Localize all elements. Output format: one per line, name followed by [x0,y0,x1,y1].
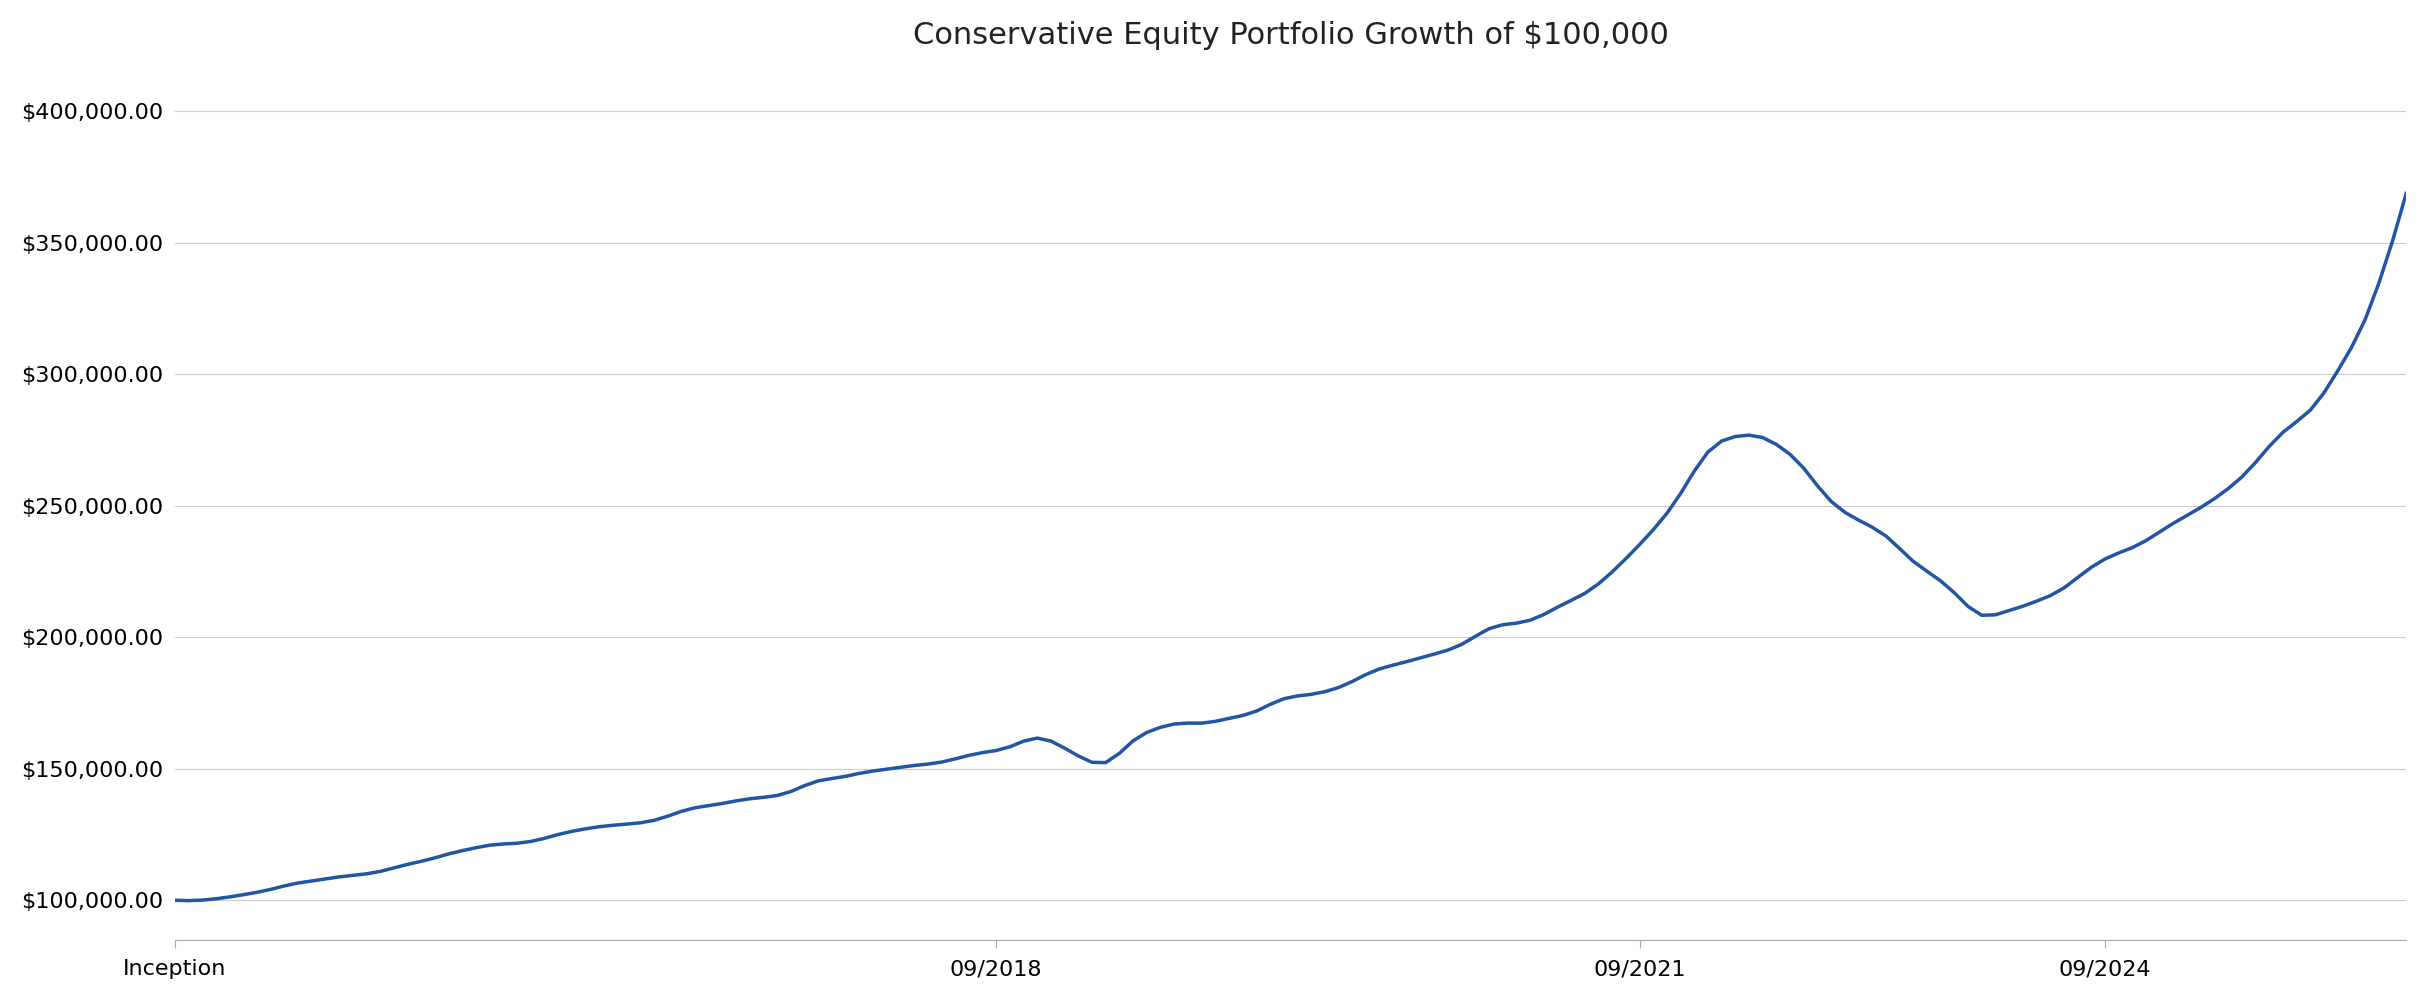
Title: Conservative Equity Portfolio Growth of $100,000: Conservative Equity Portfolio Growth of … [913,21,1667,50]
